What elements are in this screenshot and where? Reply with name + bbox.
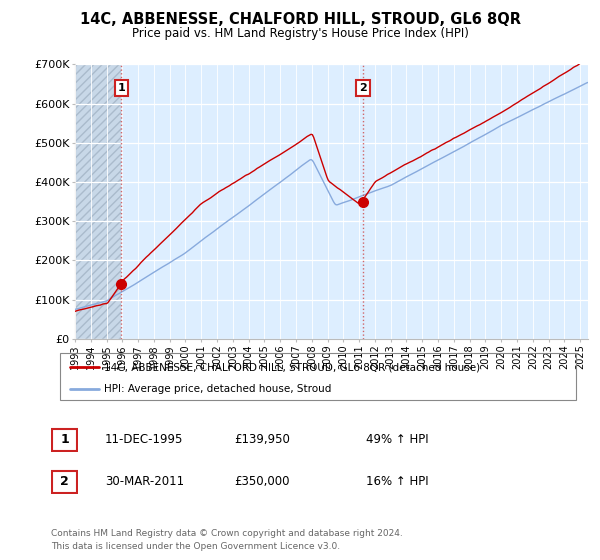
- Text: HPI: Average price, detached house, Stroud: HPI: Average price, detached house, Stro…: [104, 384, 331, 394]
- Text: Price paid vs. HM Land Registry's House Price Index (HPI): Price paid vs. HM Land Registry's House …: [131, 27, 469, 40]
- Text: Contains HM Land Registry data © Crown copyright and database right 2024.
This d: Contains HM Land Registry data © Crown c…: [51, 529, 403, 550]
- Text: 2: 2: [60, 475, 69, 488]
- Text: 2: 2: [359, 83, 367, 93]
- Text: 1: 1: [60, 433, 69, 446]
- Text: 1: 1: [118, 83, 125, 93]
- Text: £139,950: £139,950: [234, 433, 290, 446]
- Text: 16% ↑ HPI: 16% ↑ HPI: [366, 475, 428, 488]
- Text: 30-MAR-2011: 30-MAR-2011: [105, 475, 184, 488]
- Text: 14C, ABBENESSE, CHALFORD HILL, STROUD, GL6 8QR (detached house): 14C, ABBENESSE, CHALFORD HILL, STROUD, G…: [104, 362, 480, 372]
- Bar: [75, 64, 121, 339]
- Text: 49% ↑ HPI: 49% ↑ HPI: [366, 433, 428, 446]
- Text: £350,000: £350,000: [234, 475, 290, 488]
- Text: 11-DEC-1995: 11-DEC-1995: [105, 433, 184, 446]
- Text: 14C, ABBENESSE, CHALFORD HILL, STROUD, GL6 8QR: 14C, ABBENESSE, CHALFORD HILL, STROUD, G…: [79, 12, 521, 27]
